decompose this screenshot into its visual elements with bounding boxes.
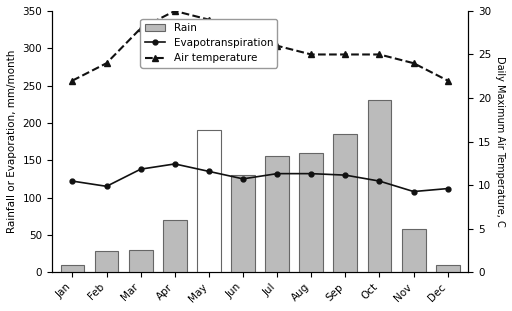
Legend: Rain, Evapotranspiration, Air temperature: Rain, Evapotranspiration, Air temperatur… [140,19,278,67]
Bar [436,265,460,272]
Bar [231,175,255,272]
Bar [129,250,153,272]
Bar [163,220,187,272]
Bar [368,100,392,272]
Bar [300,153,323,272]
Bar [197,130,221,272]
Y-axis label: Daily Maximum Air Temperature, C: Daily Maximum Air Temperature, C [495,56,505,227]
Bar [333,134,357,272]
Bar [60,265,84,272]
Bar [402,229,425,272]
Bar [95,251,118,272]
Bar [265,156,289,272]
Y-axis label: Rainfall or Evaporation, mm/month: Rainfall or Evaporation, mm/month [7,50,17,233]
